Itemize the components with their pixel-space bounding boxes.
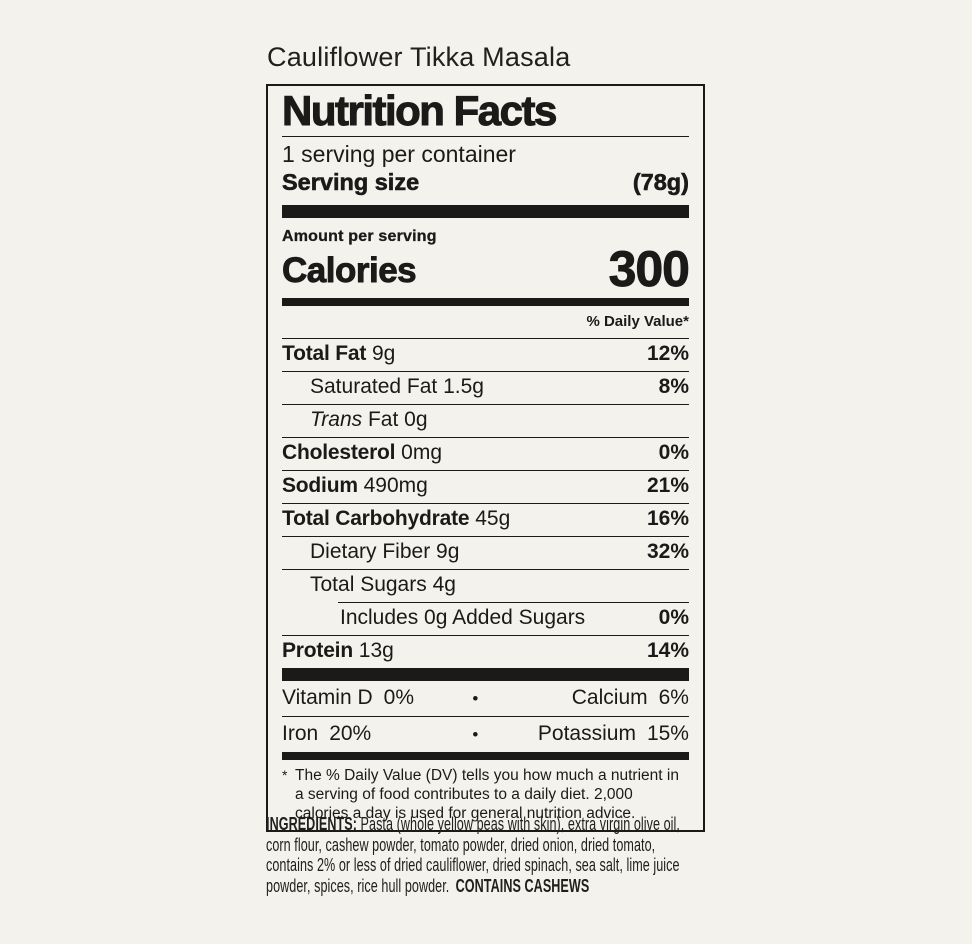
serving-size-row: Serving size (78g) — [282, 168, 690, 196]
nutrient-name-amount: Includes 0g Added Sugars — [340, 606, 586, 629]
micronutrient-row-iron: Iron 20% • Potassium 15% — [282, 716, 689, 752]
servings-per-container: 1 serving per container — [282, 141, 516, 167]
nutrient-row-cholesterol: Cholesterol 0mg 0% — [282, 437, 689, 470]
nutrient-name-amount: Sodium 490mg — [282, 474, 428, 497]
heading-divider — [282, 136, 689, 137]
bullet-separator: • — [472, 689, 479, 708]
micronutrient-row-vitamin-d: Vitamin D 0% • Calcium 6% — [282, 681, 689, 716]
calories-label: Calories — [282, 251, 418, 291]
nutrient-daily-value: 21% — [646, 474, 689, 497]
nutrient-daily-value: 0% — [658, 606, 689, 629]
nutrient-daily-value: 16% — [646, 507, 689, 530]
nutrient-row-total-carbohydrate: Total Carbohydrate 45g 16% — [282, 503, 689, 536]
nutrition-facts-label: Nutrition Facts 1 serving per container … — [266, 84, 705, 832]
nutrient-name-amount: Total Sugars 4g — [310, 573, 456, 596]
divider-bar-thick-top — [282, 205, 689, 218]
micronutrient-rows: Vitamin D 0% • Calcium 6% Iron 20% • Potassium 15… — [282, 681, 689, 752]
nutrition-facts-heading: Nutrition Facts — [282, 87, 558, 134]
nutrient-row-trans: Trans Fat 0g — [282, 404, 689, 437]
nutrient-row-protein: Protein 13g 14% — [282, 635, 689, 668]
nutrient-row-sodium: Sodium 490mg 21% — [282, 470, 689, 503]
daily-value-header: % Daily Value* — [586, 313, 689, 330]
amount-per-serving-label: Amount per serving — [282, 228, 437, 245]
footnote-text: The % Daily Value (DV) tells you how muc… — [295, 767, 679, 822]
micronutrient-left: Vitamin D 0% — [282, 686, 415, 709]
serving-size-label: Serving size — [282, 169, 420, 196]
nutrient-daily-value: 14% — [646, 639, 689, 662]
calories-value: 300 — [608, 241, 690, 297]
nutrient-daily-value: 8% — [658, 375, 689, 398]
divider-bar-thick-bottom — [282, 668, 689, 681]
daily-value-footnote: * The % Daily Value (DV) tells you how m… — [282, 766, 689, 823]
nutrient-rows: Total Fat 9g 12% Saturated Fat 1.5g 8% Trans… — [282, 338, 689, 668]
nutrient-name-amount: Cholesterol 0mg — [282, 441, 443, 464]
nutrient-name-amount: Total Carbohydrate 45g — [282, 507, 511, 530]
ingredients-label: INGREDIENTS: — [266, 813, 357, 834]
product-title: Cauliflower Tikka Masala — [267, 42, 571, 72]
micronutrient-left: Iron 20% — [282, 722, 372, 745]
divider-bar-medium-footnote — [282, 752, 689, 760]
nutrient-row-saturated-fat: Saturated Fat 1.5g 8% — [282, 371, 689, 404]
nutrient-name-amount: Protein 13g — [282, 639, 394, 662]
micronutrient-right: Calcium 6% — [571, 686, 689, 709]
footnote-asterisk: * — [282, 767, 288, 783]
bullet-separator: • — [472, 725, 479, 744]
micronutrient-right: Potassium 15% — [537, 722, 689, 745]
nutrient-row-total-sugars: Total Sugars 4g — [282, 569, 689, 602]
nutrient-row-total-fat: Total Fat 9g 12% — [282, 338, 689, 371]
nutrient-daily-value: 12% — [646, 342, 689, 365]
nutrient-name-amount: Total Fat 9g — [282, 342, 396, 365]
nutrient-daily-value: 32% — [646, 540, 689, 563]
ingredients-paragraph: INGREDIENTS: Pasta (whole yellow peas wi… — [266, 813, 705, 896]
divider-bar-medium-calories — [282, 298, 689, 306]
calories-row: Calories 300 — [282, 241, 691, 297]
nutrient-row-dietary-fiber: Dietary Fiber 9g 32% — [282, 536, 689, 569]
nutrient-row-includes-0g-added-sugars: Includes 0g Added Sugars 0% — [282, 602, 689, 635]
nutrient-name-amount: Saturated Fat 1.5g — [310, 375, 484, 398]
allergen-statement: CONTAINS CASHEWS — [455, 874, 590, 896]
nutrient-name-amount: Trans Fat 0g — [310, 408, 428, 431]
nutrient-daily-value: 0% — [658, 441, 689, 464]
serving-size-value: (78g) — [632, 169, 690, 196]
ingredients-text: Pasta (whole yellow peas with skin), ext… — [266, 813, 680, 896]
nutrient-name-amount: Dietary Fiber 9g — [310, 540, 460, 563]
